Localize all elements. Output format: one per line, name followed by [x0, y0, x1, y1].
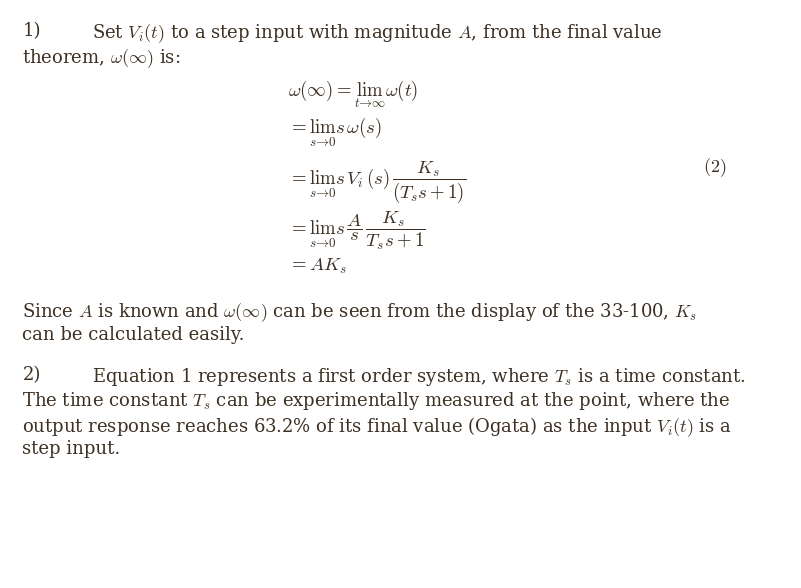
Text: The time constant $T_s$ can be experimentally measured at the point, where the: The time constant $T_s$ can be experimen…	[22, 390, 731, 412]
Text: $= \lim_{s \to 0} s\,\dfrac{A}{s}\,\dfrac{K_s}{T_s s+1}$: $= \lim_{s \to 0} s\,\dfrac{A}{s}\,\dfra…	[288, 210, 426, 252]
Text: step input.: step input.	[22, 440, 121, 458]
Text: $= \lim_{s \to 0} s\,V_i(s)\,\dfrac{K_s}{(T_s s+1)}$: $= \lim_{s \to 0} s\,V_i(s)\,\dfrac{K_s}…	[288, 160, 467, 205]
Text: Since $\mathit{A}$ is known and $\omega(\infty)$ can be seen from the display of: Since $\mathit{A}$ is known and $\omega(…	[22, 302, 698, 325]
Text: $\omega(\infty) = \lim_{t \to \infty} \omega(t)$: $\omega(\infty) = \lim_{t \to \infty} \o…	[288, 78, 419, 109]
Text: 1): 1)	[22, 22, 41, 41]
Text: can be calculated easily.: can be calculated easily.	[22, 326, 245, 345]
Text: theorem, $\omega(\infty)$ is:: theorem, $\omega(\infty)$ is:	[22, 47, 181, 70]
Text: $(2)$: $(2)$	[703, 156, 727, 179]
Text: Set $\mathit{V}_i(t)$ to a step input with magnitude $\mathit{A}$, from the fina: Set $\mathit{V}_i(t)$ to a step input wi…	[92, 22, 662, 45]
Text: 2): 2)	[22, 366, 41, 384]
Text: $= \lim_{s \to 0} s\,\omega(s)$: $= \lim_{s \to 0} s\,\omega(s)$	[288, 115, 382, 149]
Text: $= AK_s$: $= AK_s$	[288, 257, 347, 276]
Text: output response reaches 63.2% of its final value (Ogata) as the input $\mathit{V: output response reaches 63.2% of its fin…	[22, 415, 732, 439]
Text: Equation 1 represents a first order system, where $T_s$ is a time constant.: Equation 1 represents a first order syst…	[92, 366, 746, 387]
